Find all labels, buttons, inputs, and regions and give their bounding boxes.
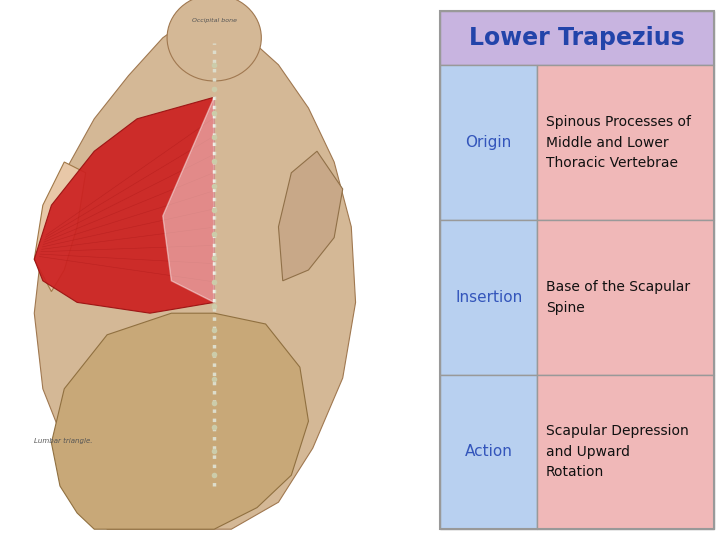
Polygon shape — [163, 97, 215, 302]
Text: Origin: Origin — [466, 135, 512, 150]
Ellipse shape — [167, 0, 261, 81]
Bar — [440, 65, 537, 220]
Text: Action: Action — [465, 444, 513, 460]
Text: Scapular Depression
and Upward
Rotation: Scapular Depression and Upward Rotation — [546, 424, 689, 480]
Polygon shape — [35, 162, 86, 292]
Bar — [440, 220, 537, 375]
Bar — [537, 65, 714, 220]
Text: Occipital bone: Occipital bone — [192, 18, 237, 23]
Polygon shape — [279, 151, 343, 281]
Polygon shape — [35, 97, 215, 313]
Polygon shape — [51, 313, 308, 529]
Text: Lumbar triangle.: Lumbar triangle. — [35, 438, 93, 444]
Bar — [440, 11, 714, 65]
Bar — [537, 375, 714, 529]
Bar — [537, 220, 714, 375]
Polygon shape — [35, 16, 356, 529]
Text: Insertion: Insertion — [455, 290, 522, 305]
Text: Spinous Processes of
Middle and Lower
Thoracic Vertebrae: Spinous Processes of Middle and Lower Th… — [546, 115, 691, 170]
Text: Base of the Scapular
Spine: Base of the Scapular Spine — [546, 280, 690, 314]
Text: Lower Trapezius: Lower Trapezius — [469, 26, 685, 50]
Bar — [440, 375, 537, 529]
